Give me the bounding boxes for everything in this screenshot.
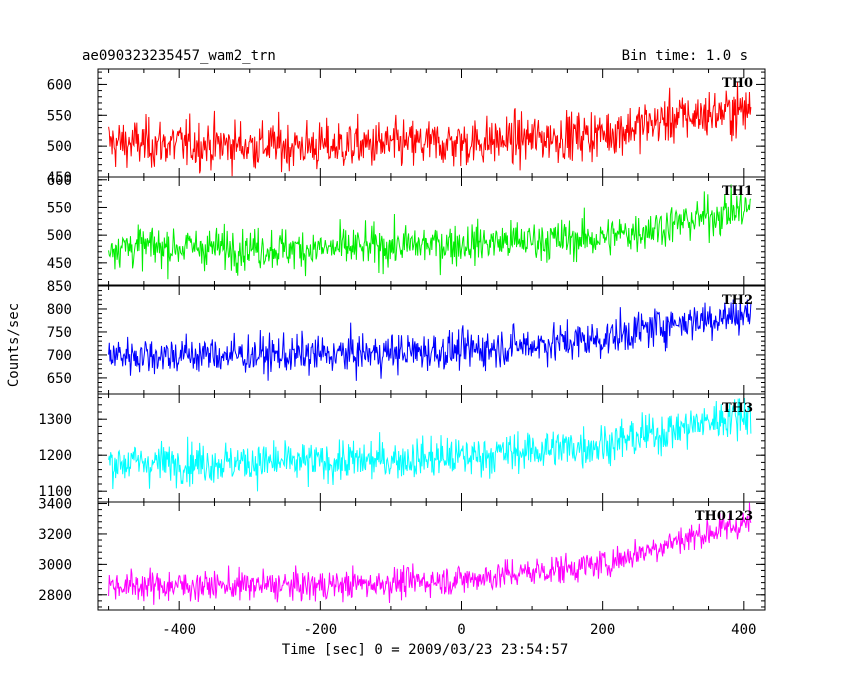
y-axis-label: Counts/sec <box>6 303 22 387</box>
y-tick-label: 850 <box>47 279 72 295</box>
y-tick-label: 2800 <box>38 588 72 604</box>
y-tick-label: 600 <box>47 173 72 189</box>
x-tick-label: 400 <box>731 622 756 638</box>
y-tick-label: 650 <box>47 371 72 387</box>
series-th1 <box>108 184 752 280</box>
x-tick-label: 0 <box>457 622 465 638</box>
y-tick-label: 750 <box>47 325 72 341</box>
panel-frame <box>97 176 766 286</box>
series-th2 <box>108 297 752 381</box>
y-tick-label: 550 <box>47 108 72 124</box>
x-tick-label: 200 <box>590 622 615 638</box>
y-tick-label: 500 <box>47 139 72 155</box>
panel-th0123: TH0123 2800 3000 3200 3400 <box>38 497 766 611</box>
y-tick-label: 3000 <box>38 557 72 573</box>
y-tick-label: 450 <box>47 170 72 186</box>
x-axis-label: Time [sec] 0 = 2009/03/23 23:54:57 <box>282 642 569 658</box>
series-th0123 <box>108 502 752 605</box>
panel-th2: TH2 650 700 750 800 850 <box>47 279 766 395</box>
panel-frame <box>97 501 766 611</box>
y-tick-label: 1100 <box>38 484 72 500</box>
y-tick-label: 550 <box>47 200 72 216</box>
x-tick-label: -200 <box>303 622 337 638</box>
bin-time-label: Bin time: 1.0 s <box>622 48 748 64</box>
y-tick-label: 1300 <box>38 412 72 428</box>
panel-label: TH1 <box>722 184 753 199</box>
y-tick-label: 800 <box>47 302 72 318</box>
panel-th1: TH1 450 500 550 600 <box>47 173 766 286</box>
panel-th3: TH3 1100 1200 1300 <box>38 393 766 503</box>
series-th0 <box>108 82 752 177</box>
y-tick-label: 700 <box>47 348 72 364</box>
series-th3 <box>108 398 752 492</box>
x-tick-label: -400 <box>162 622 196 638</box>
y-tick-label: 1200 <box>38 448 72 464</box>
panel-th0: TH0 450 500 550 600 <box>47 68 766 186</box>
y-tick-label: 600 <box>47 77 72 93</box>
panel-label: TH0 <box>722 76 753 91</box>
y-tick-label: 3200 <box>38 527 72 543</box>
panel-label: TH0123 <box>695 509 753 524</box>
y-tick-label: 500 <box>47 228 72 244</box>
panels: TH0 450 500 550 600 TH1 450 500 550 600 TH2 650 700 7… <box>38 68 766 611</box>
panel-label: TH3 <box>722 401 753 416</box>
y-tick-label: 3400 <box>38 497 72 513</box>
chart-title: ae090323235457_wam2_trn <box>82 48 276 64</box>
x-axis-ticks: -400 -200 0 200 400 <box>162 622 756 638</box>
panel-label: TH2 <box>722 293 753 308</box>
y-tick-label: 450 <box>47 256 72 272</box>
